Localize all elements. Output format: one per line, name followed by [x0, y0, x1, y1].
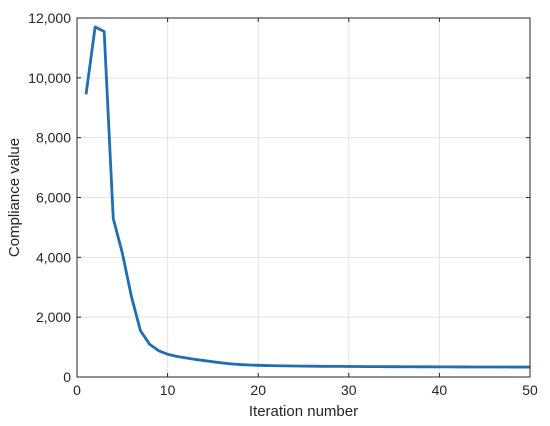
y-tick-labels: 0 2,000 4,000 6,000 8,000 10,000 12,000: [28, 10, 71, 385]
x-tick-label: 10: [160, 382, 176, 398]
x-tick-label: 30: [341, 382, 357, 398]
y-tick-label: 4,000: [36, 249, 71, 265]
x-axis-label: Iteration number: [249, 403, 358, 420]
y-tick-label: 10,000: [28, 70, 71, 86]
x-tick-label: 50: [522, 382, 538, 398]
data-series: [84, 25, 531, 369]
y-tick-label: 2,000: [36, 309, 71, 325]
y-tick-label: 6,000: [36, 190, 71, 206]
series-line: [84, 25, 531, 369]
y-tick-label: 0: [63, 369, 71, 385]
grid-lines: [77, 18, 530, 377]
x-tick-label: 0: [73, 382, 81, 398]
axis-ticks: [76, 17, 531, 378]
y-tick-label: 8,000: [36, 130, 71, 146]
x-tick-label: 20: [250, 382, 266, 398]
x-tick-labels: 0 10 20 30 40 50: [73, 382, 538, 398]
y-axis-label: Compliance value: [6, 138, 23, 257]
y-tick-label: 12,000: [28, 10, 71, 26]
x-tick-label: 40: [432, 382, 448, 398]
